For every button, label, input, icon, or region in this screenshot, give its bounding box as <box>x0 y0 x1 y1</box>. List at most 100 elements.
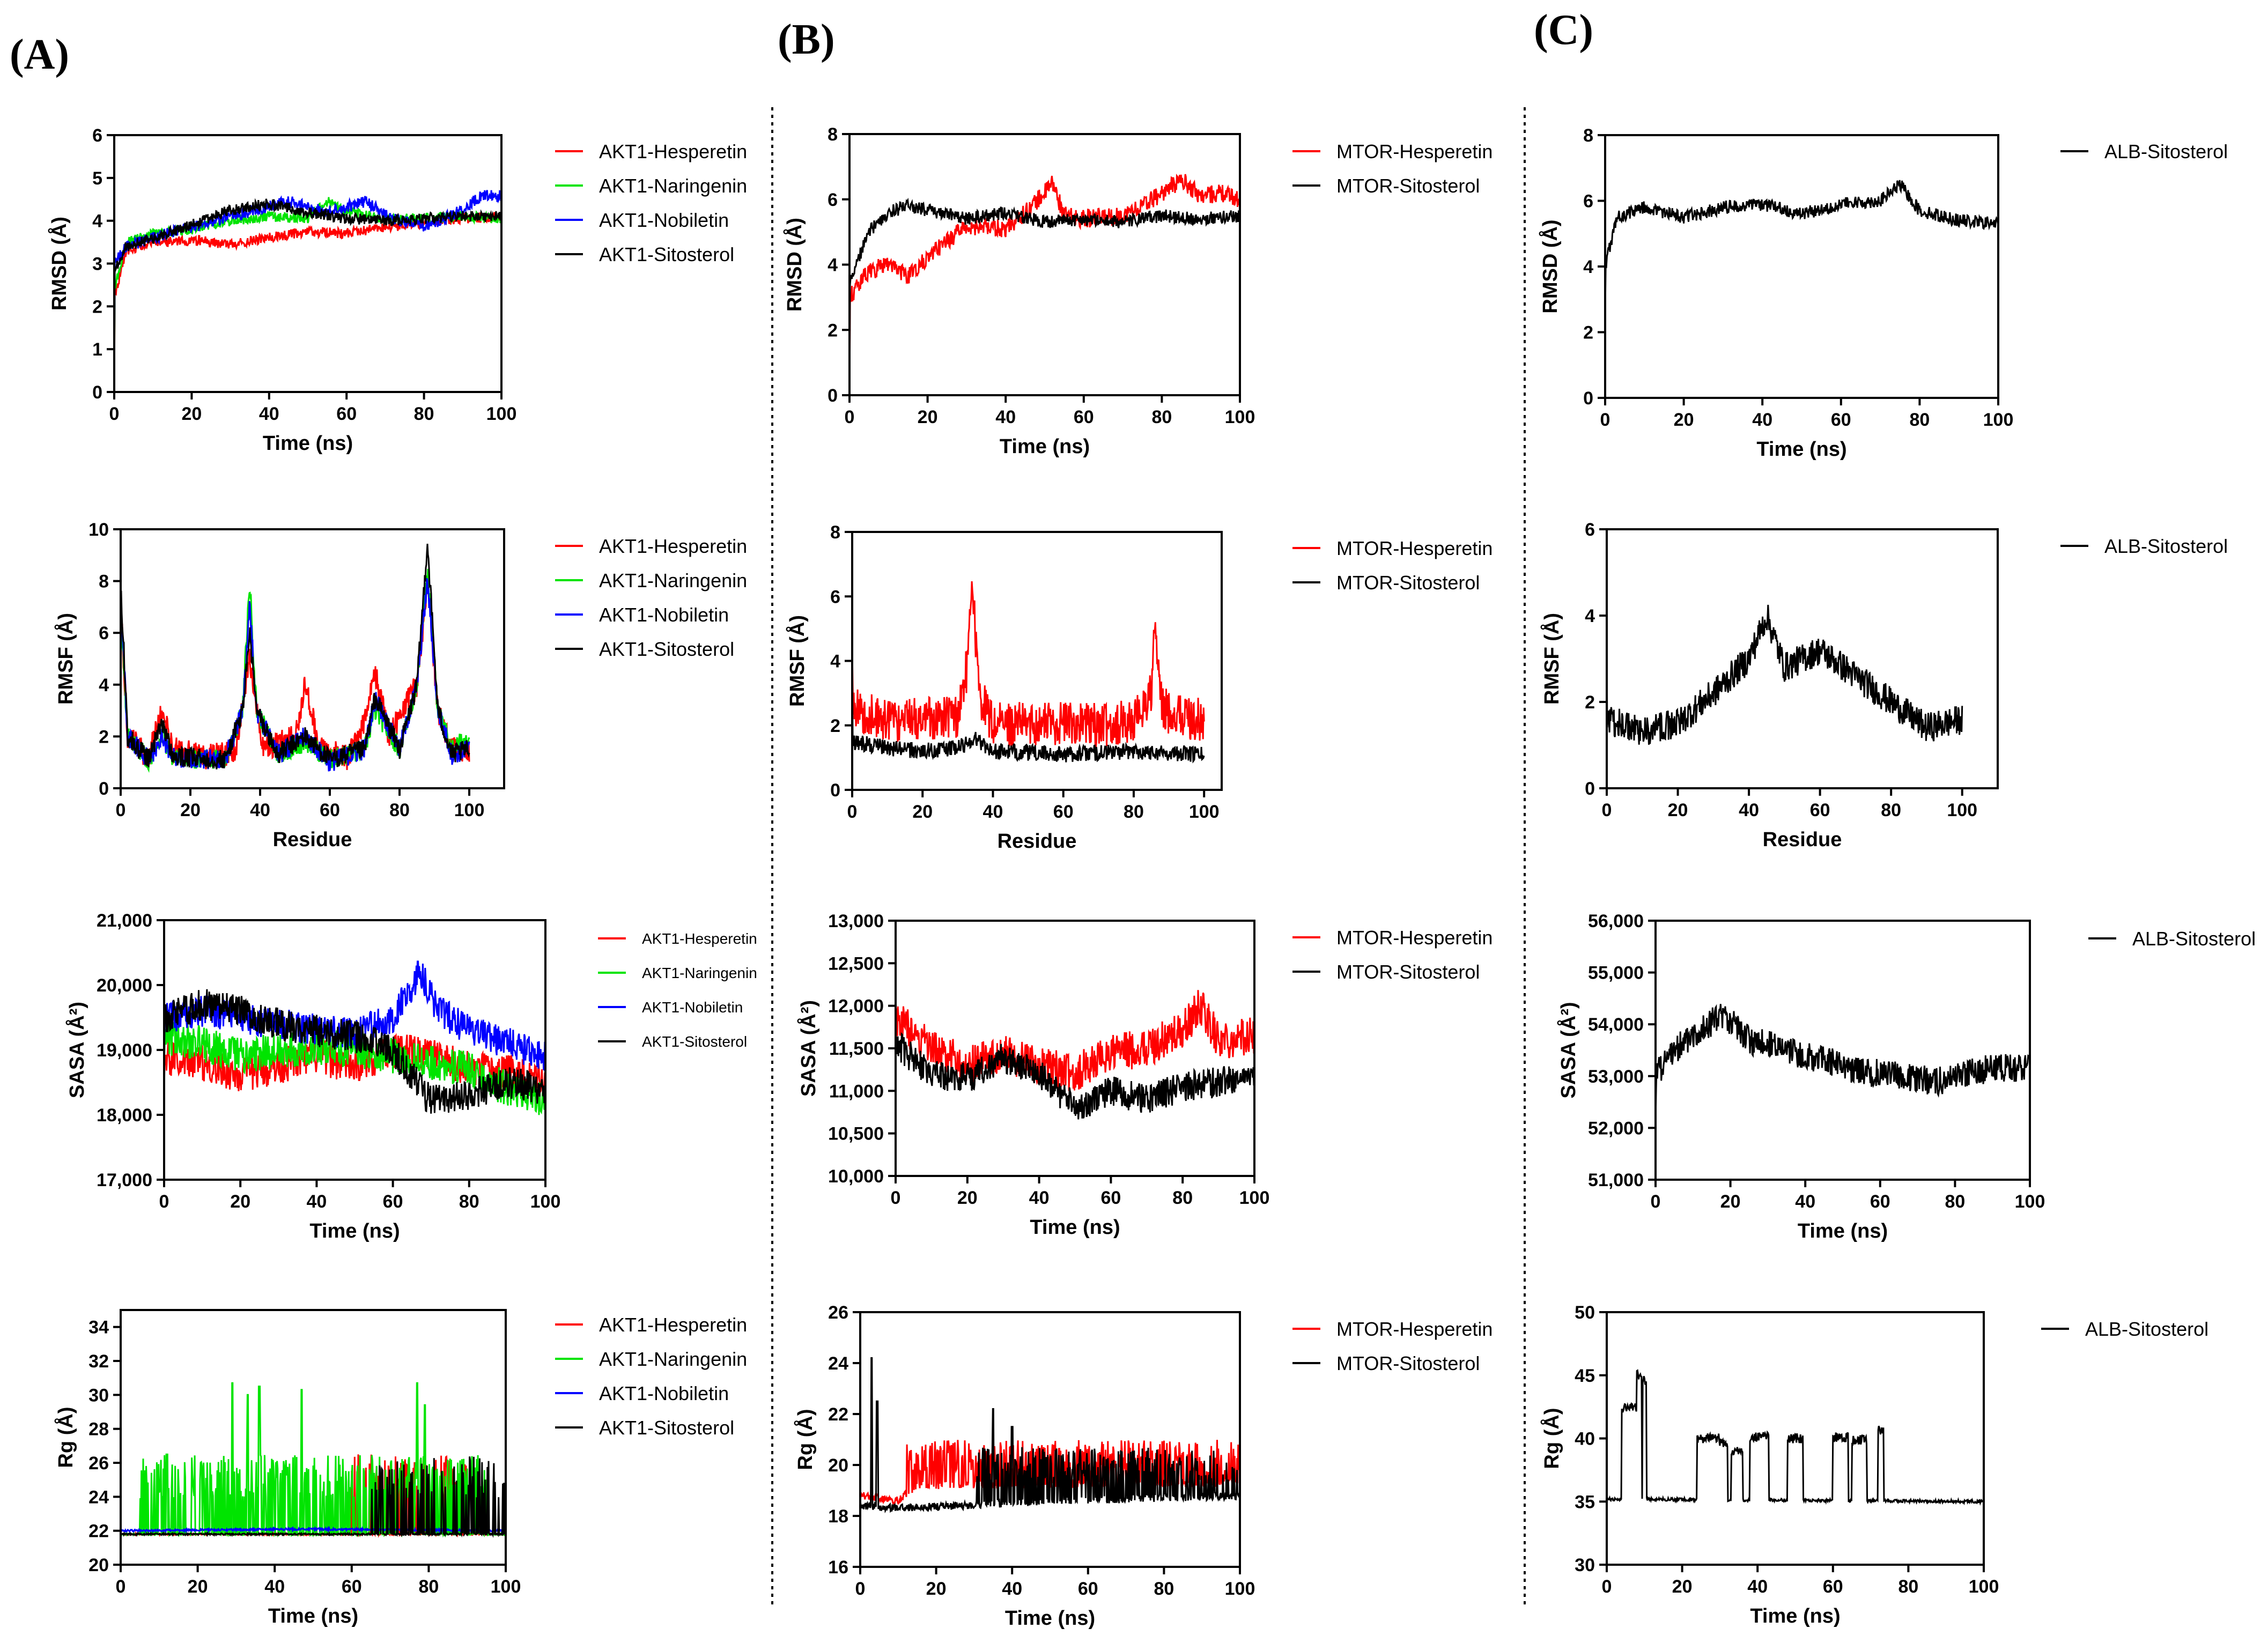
y-tick-label: 52,000 <box>1588 1118 1644 1138</box>
y-tick-label: 6 <box>99 623 109 643</box>
y-tick-label: 0 <box>1583 388 1593 409</box>
y-tick-label: 26 <box>88 1453 109 1474</box>
series-line-alb-sitosterol <box>1656 1004 2030 1123</box>
legend-label: AKT1-Naringenin <box>599 175 747 197</box>
legend-label: AKT1-Hesperetin <box>599 535 747 557</box>
y-tick-label: 4 <box>1583 257 1593 277</box>
legend-label: ALB-Sitosterol <box>2132 928 2256 950</box>
legend-label: MTOR-Hesperetin <box>1336 1318 1493 1340</box>
legend-label: AKT1-Naringenin <box>599 1348 747 1370</box>
y-tick-label: 4 <box>1585 606 1595 626</box>
panel-label-b: (B) <box>778 16 835 63</box>
x-tick-label: 60 <box>383 1191 403 1212</box>
y-tick-label: 54,000 <box>1588 1015 1644 1035</box>
y-tick-label: 19,000 <box>97 1040 152 1061</box>
legend-label: MTOR-Sitosterol <box>1336 572 1480 594</box>
chart-a1: 0 20 40 60 80 100 0 1 2 3 4 5 6 Time (ns) RMSD (Å) AKT1… <box>47 125 747 455</box>
y-tick-label: 51,000 <box>1588 1170 1644 1190</box>
x-tick-label: 100 <box>2015 1191 2045 1212</box>
chart-c4: 0 20 40 60 80 100 30 35 40 45 50 Time (ns) Rg (Å) ALB… <box>1540 1302 2208 1627</box>
x-axis-label: Time (ns) <box>1030 1216 1120 1239</box>
y-tick-label: 10,500 <box>828 1124 884 1144</box>
y-tick-label: 0 <box>92 382 102 403</box>
x-tick-label: 0 <box>116 1577 126 1597</box>
y-tick-label: 24 <box>88 1487 109 1507</box>
y-axis-label: RMSF (Å) <box>1540 613 1563 705</box>
x-axis-label: Residue <box>998 830 1077 853</box>
chart-b2: 0 20 40 60 80 100 0 2 4 6 8 Residue RMSF (Å) MTOR-Hes… <box>785 522 1493 853</box>
y-tick-label: 5 <box>92 168 102 189</box>
legend-label: ALB-Sitosterol <box>2104 535 2228 557</box>
x-axis-label: Residue <box>1763 828 1842 851</box>
y-axis-label: Rg (Å) <box>1540 1408 1563 1469</box>
x-tick-label: 20 <box>1720 1191 1741 1212</box>
y-tick-label: 3 <box>92 254 102 275</box>
y-tick-label: 30 <box>1575 1555 1595 1575</box>
series-line-akt1-sitosterol <box>121 1456 506 1538</box>
y-tick-label: 53,000 <box>1588 1067 1644 1087</box>
legend-label: MTOR-Sitosterol <box>1336 1352 1480 1374</box>
x-tick-label: 80 <box>418 1577 439 1597</box>
y-tick-label: 11,500 <box>829 1039 884 1059</box>
x-tick-label: 0 <box>116 800 126 820</box>
y-tick-label: 40 <box>1575 1429 1595 1449</box>
x-axis-label: Time (ns) <box>1005 1607 1095 1630</box>
x-tick-label: 0 <box>1602 800 1612 820</box>
y-tick-label: 30 <box>88 1385 109 1405</box>
x-axis-label: Time (ns) <box>309 1220 400 1242</box>
series-line-mtor-sitosterol <box>860 1357 1240 1514</box>
y-tick-label: 8 <box>1583 125 1593 146</box>
legend: AKT1-Hesperetin AKT1-Naringenin AKT1-Nobil… <box>555 535 747 660</box>
series-line-akt1-hesperetin <box>164 1033 545 1096</box>
y-tick-label: 4 <box>828 255 838 276</box>
series-line-alb-sitosterol <box>1605 180 1998 316</box>
x-tick-label: 100 <box>1225 1579 1255 1599</box>
y-tick-label: 10 <box>88 520 109 540</box>
x-tick-label: 20 <box>181 404 202 424</box>
series-line-mtor-hesperetin <box>896 990 1254 1091</box>
chart-a3: 0 20 40 60 80 100 17,000 18,000 19,000 20,000 21,0… <box>65 911 757 1242</box>
legend-label: AKT1-Sitosterol <box>599 243 734 265</box>
legend-label: AKT1-Hesperetin <box>642 930 757 947</box>
x-tick-label: 60 <box>342 1577 362 1597</box>
x-axis-label: Residue <box>273 828 352 851</box>
x-tick-label: 80 <box>1124 802 1144 822</box>
x-tick-label: 40 <box>250 800 270 820</box>
y-tick-label: 22 <box>828 1404 848 1425</box>
y-tick-label: 18 <box>828 1506 848 1527</box>
series-line-akt1-naringenin <box>121 1382 506 1538</box>
x-tick-label: 80 <box>389 800 410 820</box>
y-axis-label: SASA (Å²) <box>65 1002 88 1098</box>
y-tick-label: 56,000 <box>1588 911 1644 931</box>
legend-label: MTOR-Hesperetin <box>1336 140 1493 162</box>
legend: ALB-Sitosterol <box>2060 535 2228 557</box>
x-tick-label: 60 <box>1870 1191 1890 1212</box>
x-tick-label: 0 <box>847 802 858 822</box>
legend-label: AKT1-Hesperetin <box>599 1314 747 1336</box>
y-tick-label: 35 <box>1575 1492 1595 1512</box>
y-tick-label: 6 <box>828 190 838 210</box>
y-tick-label: 2 <box>1583 323 1593 343</box>
series-line-mtor-hesperetin <box>849 173 1240 394</box>
x-tick-label: 20 <box>180 800 201 820</box>
x-tick-label: 60 <box>1831 410 1851 430</box>
y-tick-label: 45 <box>1575 1366 1595 1386</box>
x-tick-label: 80 <box>1898 1577 1918 1597</box>
x-tick-label: 20 <box>918 407 938 427</box>
legend-label: AKT1-Nobiletin <box>599 1382 729 1404</box>
x-tick-label: 60 <box>336 404 357 424</box>
x-tick-label: 80 <box>1172 1188 1193 1208</box>
y-tick-label: 0 <box>828 386 838 406</box>
x-tick-label: 100 <box>1983 410 2014 430</box>
x-tick-label: 40 <box>306 1191 327 1212</box>
y-tick-label: 17,000 <box>97 1170 152 1190</box>
legend-label: AKT1-Nobiletin <box>642 999 743 1016</box>
x-axis-label: Time (ns) <box>1000 435 1090 458</box>
y-tick-label: 6 <box>1585 520 1595 540</box>
x-tick-label: 20 <box>957 1188 978 1208</box>
series-line-alb-sitosterol <box>1607 604 1963 745</box>
x-axis-label: Time (ns) <box>263 432 353 455</box>
x-tick-label: 60 <box>1078 1579 1098 1599</box>
y-tick-label: 2 <box>99 727 109 747</box>
x-tick-label: 0 <box>109 404 120 424</box>
